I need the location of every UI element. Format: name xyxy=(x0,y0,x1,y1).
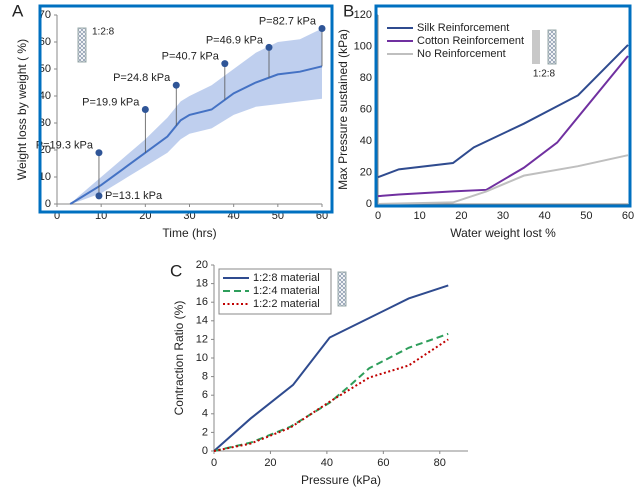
legend-label: 1:2:2 material xyxy=(253,298,320,310)
annotation-point xyxy=(265,43,273,51)
inset-hatch xyxy=(547,29,557,65)
y-tick-label: 0 xyxy=(202,445,208,457)
y-tick-label: 8 xyxy=(202,371,208,383)
x-axis-label: Time (hrs) xyxy=(162,226,216,240)
y-tick-label: 0 xyxy=(366,198,372,210)
x-axis-label: Pressure (kPa) xyxy=(301,473,381,487)
annotation-point xyxy=(318,25,326,32)
y-tick-label: 70 xyxy=(39,9,51,21)
data-line xyxy=(213,338,449,452)
x-tick-label: 50 xyxy=(580,210,592,222)
annotation-point xyxy=(221,60,229,68)
inset-label: 1:2:8 xyxy=(533,69,556,80)
annotation-label: P=24.8 kPa xyxy=(113,72,171,84)
x-tick-label: 40 xyxy=(539,210,551,222)
data-line xyxy=(377,44,629,179)
y-tick-label: 80 xyxy=(360,72,372,84)
data-line xyxy=(69,65,323,205)
y-tick-label: 20 xyxy=(39,144,51,156)
y-tick-label: 2 xyxy=(202,426,208,438)
panel: 0 20 40 60 80 100 120 0 10 20 30 40 50 60 Water weight… xyxy=(336,1,634,240)
legend-label: No Reinforcement xyxy=(417,48,506,60)
annotation-point xyxy=(172,81,180,89)
legend-label: Silk Reinforcement xyxy=(417,22,509,34)
y-axis-label: Contraction Ratio (%) xyxy=(172,301,186,416)
y-tick-label: 100 xyxy=(354,40,372,52)
panel-letter: A xyxy=(12,1,24,20)
annotation-label: P=13.1 kPa xyxy=(105,190,163,202)
annotation-label: P=19.3 kPa xyxy=(36,140,94,152)
x-tick-label: 30 xyxy=(497,210,509,222)
y-tick-label: 4 xyxy=(202,408,208,420)
x-tick-label: 40 xyxy=(321,457,333,469)
y-tick-label: 14 xyxy=(196,315,208,327)
y-axis-label: Weight loss by weight ( %) xyxy=(15,39,29,180)
x-tick-label: 20 xyxy=(455,210,467,222)
x-tick-label: 60 xyxy=(622,210,634,222)
legend-label: Cotton Reinforcement xyxy=(417,35,524,47)
x-tick-label: 10 xyxy=(414,210,426,222)
x-tick-label: 60 xyxy=(377,457,389,469)
x-tick-label: 80 xyxy=(434,457,446,469)
annotation-label: P=82.7 kPa xyxy=(259,15,317,27)
annotation-label: P=19.9 kPa xyxy=(82,96,140,108)
y-tick-label: 6 xyxy=(202,389,208,401)
inset-solid xyxy=(532,30,540,64)
x-tick-label: 0 xyxy=(375,210,381,222)
y-tick-label: 60 xyxy=(360,103,372,115)
x-tick-label: 0 xyxy=(211,457,217,469)
panel: 0 2 4 6 8 10 12 14 16 18 20 0 20 40 60 80 Pressure (kPa)… xyxy=(170,259,468,487)
y-tick-label: 16 xyxy=(196,296,208,308)
inset-hatch xyxy=(77,27,87,63)
error-band xyxy=(70,28,322,204)
annotation-point xyxy=(95,192,103,200)
annotation-label: P=46.9 kPa xyxy=(206,34,264,46)
x-axis-label: Water weight lost % xyxy=(450,226,556,240)
y-tick-label: 10 xyxy=(196,352,208,364)
y-tick-label: 18 xyxy=(196,278,208,290)
y-tick-label: 40 xyxy=(360,135,372,147)
y-tick-label: 20 xyxy=(360,166,372,178)
x-tick-label: 20 xyxy=(264,457,276,469)
panel-letter: B xyxy=(343,1,354,20)
legend-label: 1:2:4 material xyxy=(253,285,320,297)
y-tick-label: 120 xyxy=(354,9,372,21)
y-tick-label: 10 xyxy=(39,171,51,183)
data-line xyxy=(213,284,449,452)
inset-label: 1:2:8 xyxy=(92,27,115,38)
legend-label: 1:2:8 material xyxy=(253,272,320,284)
annotation-point xyxy=(141,106,149,113)
data-line xyxy=(377,55,629,198)
y-tick-label: 60 xyxy=(39,36,51,48)
annotation-point xyxy=(95,149,103,157)
data-line xyxy=(377,154,629,205)
y-tick-label: 12 xyxy=(196,333,208,345)
y-tick-label: 30 xyxy=(39,117,51,129)
y-axis-label: Max Pressure sustained (kPa) xyxy=(336,29,350,190)
annotation-label: P=40.7 kPa xyxy=(162,51,220,63)
inset-hatch xyxy=(337,271,347,307)
panel-frame xyxy=(374,4,632,208)
panel-frame xyxy=(38,4,334,214)
data-line xyxy=(213,332,449,452)
y-tick-label: 0 xyxy=(45,198,51,210)
y-tick-label: 20 xyxy=(196,259,208,271)
x-tick-label: 0 xyxy=(54,210,60,222)
panel-letter: C xyxy=(170,261,182,280)
y-tick-label: 50 xyxy=(39,63,51,75)
y-tick-label: 40 xyxy=(39,90,51,102)
